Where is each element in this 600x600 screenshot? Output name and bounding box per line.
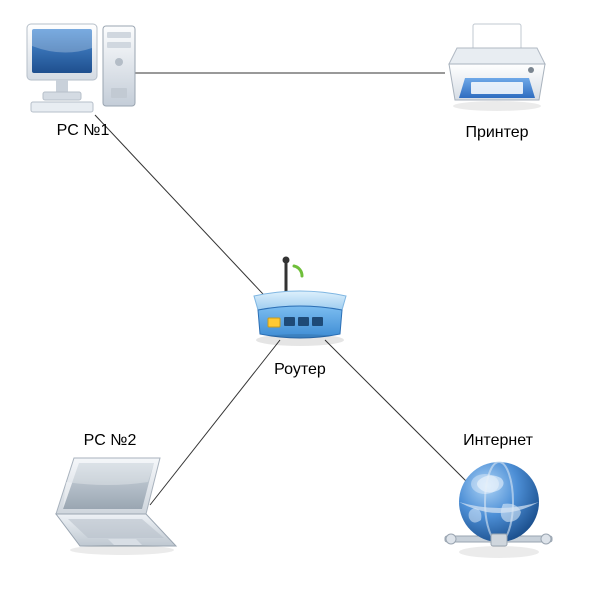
node-pc2-label: PC №2 [35, 432, 185, 450]
laptop-icon [38, 452, 183, 557]
router-icon [240, 252, 360, 352]
network-diagram: PC №1 Принтер [0, 0, 600, 600]
printer-icon [437, 20, 557, 115]
desktop-pc-icon [23, 18, 143, 113]
node-pc1-label: PC №1 [18, 122, 148, 140]
node-router: Роутер [240, 252, 360, 379]
node-router-label: Роутер [240, 361, 360, 379]
node-internet: Интернет [438, 432, 558, 567]
node-pc2: PC №2 [35, 432, 185, 562]
globe-icon [441, 452, 556, 562]
node-printer-label: Принтер [432, 124, 562, 142]
node-pc1: PC №1 [18, 18, 148, 140]
node-printer: Принтер [432, 20, 562, 142]
node-internet-label: Интернет [438, 432, 558, 450]
